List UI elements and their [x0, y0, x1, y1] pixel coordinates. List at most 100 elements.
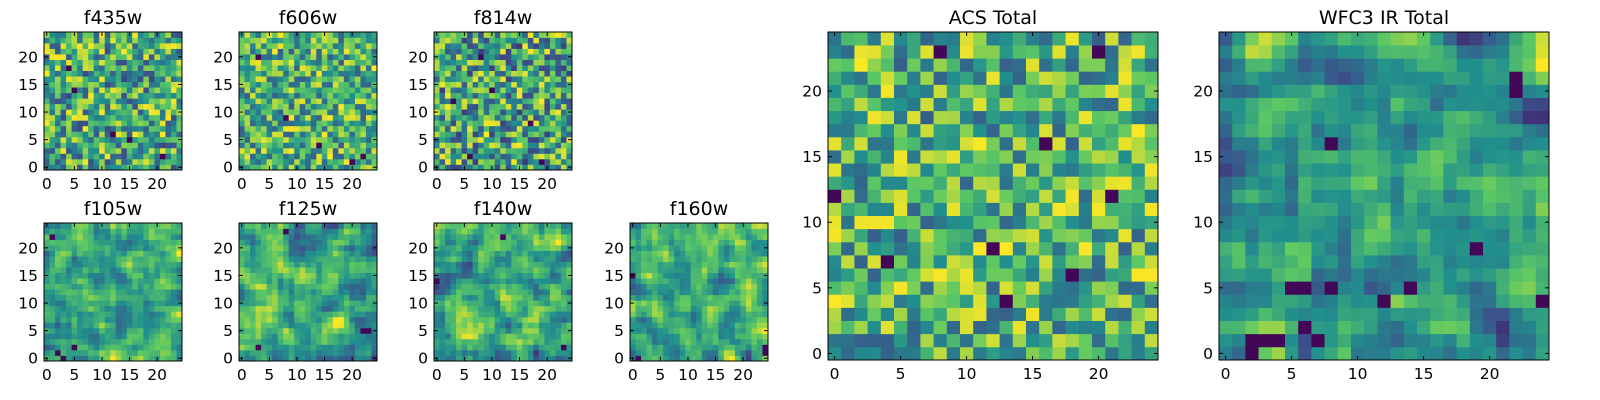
heatmap-cell: [756, 300, 763, 307]
heatmap-cell: [316, 245, 323, 251]
heatmap-cell: [82, 311, 89, 318]
heatmap-cell: [1105, 307, 1119, 321]
heatmap-cell: [349, 289, 356, 296]
heatmap-cell: [549, 289, 556, 296]
heatmap-cell: [544, 338, 551, 345]
heatmap-cell: [544, 37, 551, 44]
heatmap-cell: [266, 267, 273, 274]
heatmap-cell: [44, 48, 50, 55]
heatmap-cell: [266, 120, 273, 127]
heatmap-cell: [148, 245, 155, 251]
x-tick-label: 5: [69, 366, 79, 384]
heatmap-cell: [549, 103, 556, 110]
heatmap-cell: [250, 261, 256, 268]
heatmap-cell: [255, 311, 262, 318]
heatmap-cell: [310, 344, 317, 351]
heatmap-cell: [360, 239, 367, 246]
y-tick-label: 15: [213, 267, 233, 285]
heatmap-cell: [756, 234, 763, 240]
heatmap-cell: [560, 322, 567, 329]
heatmap-cell: [71, 289, 78, 296]
heatmap-cell: [121, 261, 128, 268]
heatmap-cell: [283, 158, 290, 165]
heatmap-cell: [360, 289, 367, 296]
heatmap-cell: [560, 109, 567, 116]
heatmap-cell: [82, 228, 89, 235]
heatmap-cell: [1078, 241, 1093, 256]
heatmap-cell: [555, 338, 562, 345]
heatmap-cell: [60, 305, 67, 312]
heatmap-cell: [283, 136, 290, 143]
heatmap-cell: [316, 109, 323, 116]
heatmap-cell: [244, 300, 251, 307]
heatmap-cell: [723, 333, 730, 340]
heatmap-cell: [718, 316, 725, 323]
heatmap-cell: [450, 322, 457, 329]
heatmap-cell: [712, 338, 719, 345]
heatmap-cell: [126, 344, 133, 351]
heatmap-cell: [740, 338, 747, 345]
heatmap-cell: [305, 76, 312, 83]
heatmap-cell: [668, 333, 675, 340]
heatmap-cell: [321, 272, 328, 279]
heatmap-cell: [456, 153, 462, 160]
heatmap-cell: [740, 283, 747, 290]
heatmap-cell: [82, 234, 89, 240]
heatmap-cell: [933, 333, 948, 348]
heatmap-cell: [365, 267, 372, 274]
heatmap-cell: [244, 261, 251, 268]
heatmap-cell: [461, 98, 468, 105]
heatmap-cell: [1065, 268, 1080, 282]
heatmap-cell: [434, 267, 440, 274]
heatmap-cell: [533, 59, 540, 66]
heatmap-cell: [690, 300, 697, 307]
heatmap-cell: [349, 311, 356, 318]
heatmap-cell: [93, 59, 100, 66]
heatmap-cell: [60, 344, 67, 351]
heatmap-cell: [99, 92, 106, 99]
heatmap-cell: [316, 316, 323, 323]
heatmap-cell: [115, 81, 122, 88]
heatmap-cell: [751, 333, 758, 340]
heatmap-cell: [657, 272, 664, 279]
heatmap-cell: [685, 267, 692, 274]
heatmap-cell: [176, 131, 183, 138]
heatmap-cell: [450, 37, 457, 44]
heatmap-cell: [165, 234, 172, 240]
heatmap-cell: [316, 300, 323, 307]
heatmap-cell: [500, 32, 507, 38]
heatmap-cell: [99, 327, 106, 334]
heatmap-cell: [327, 261, 334, 268]
heatmap-cell: [332, 234, 339, 240]
heatmap-cell: [740, 305, 747, 312]
heatmap-cell: [494, 349, 501, 356]
heatmap-cell: [137, 261, 144, 268]
heatmap-cell: [143, 70, 150, 77]
heatmap-cell: [77, 54, 83, 60]
heatmap-cell: [132, 234, 139, 240]
y-tick-label: 15: [18, 76, 38, 94]
heatmap-cell: [343, 37, 350, 44]
heatmap-cell: [338, 114, 345, 121]
heatmap-cell: [560, 228, 567, 235]
heatmap-cell: [555, 322, 562, 329]
heatmap-cell: [60, 32, 67, 38]
heatmap-cell: [354, 103, 361, 110]
heatmap-cell: [690, 316, 697, 323]
heatmap-cell: [176, 305, 183, 312]
heatmap-cell: [349, 250, 356, 257]
heatmap-cell: [500, 311, 507, 318]
x-tick-label: 0: [432, 366, 442, 384]
heatmap-cell: [478, 333, 485, 340]
heatmap-cell: [516, 136, 523, 143]
heatmap-cell: [533, 87, 540, 94]
heatmap-cell: [272, 92, 278, 99]
heatmap-cell: [365, 283, 372, 290]
heatmap-cell: [679, 300, 686, 307]
heatmap-cell: [745, 261, 752, 268]
heatmap-cell: [360, 158, 367, 165]
heatmap-cell: [494, 109, 501, 116]
heatmap-cell: [762, 322, 769, 329]
heatmap-cell: [674, 327, 681, 334]
heatmap-cell: [516, 43, 523, 49]
